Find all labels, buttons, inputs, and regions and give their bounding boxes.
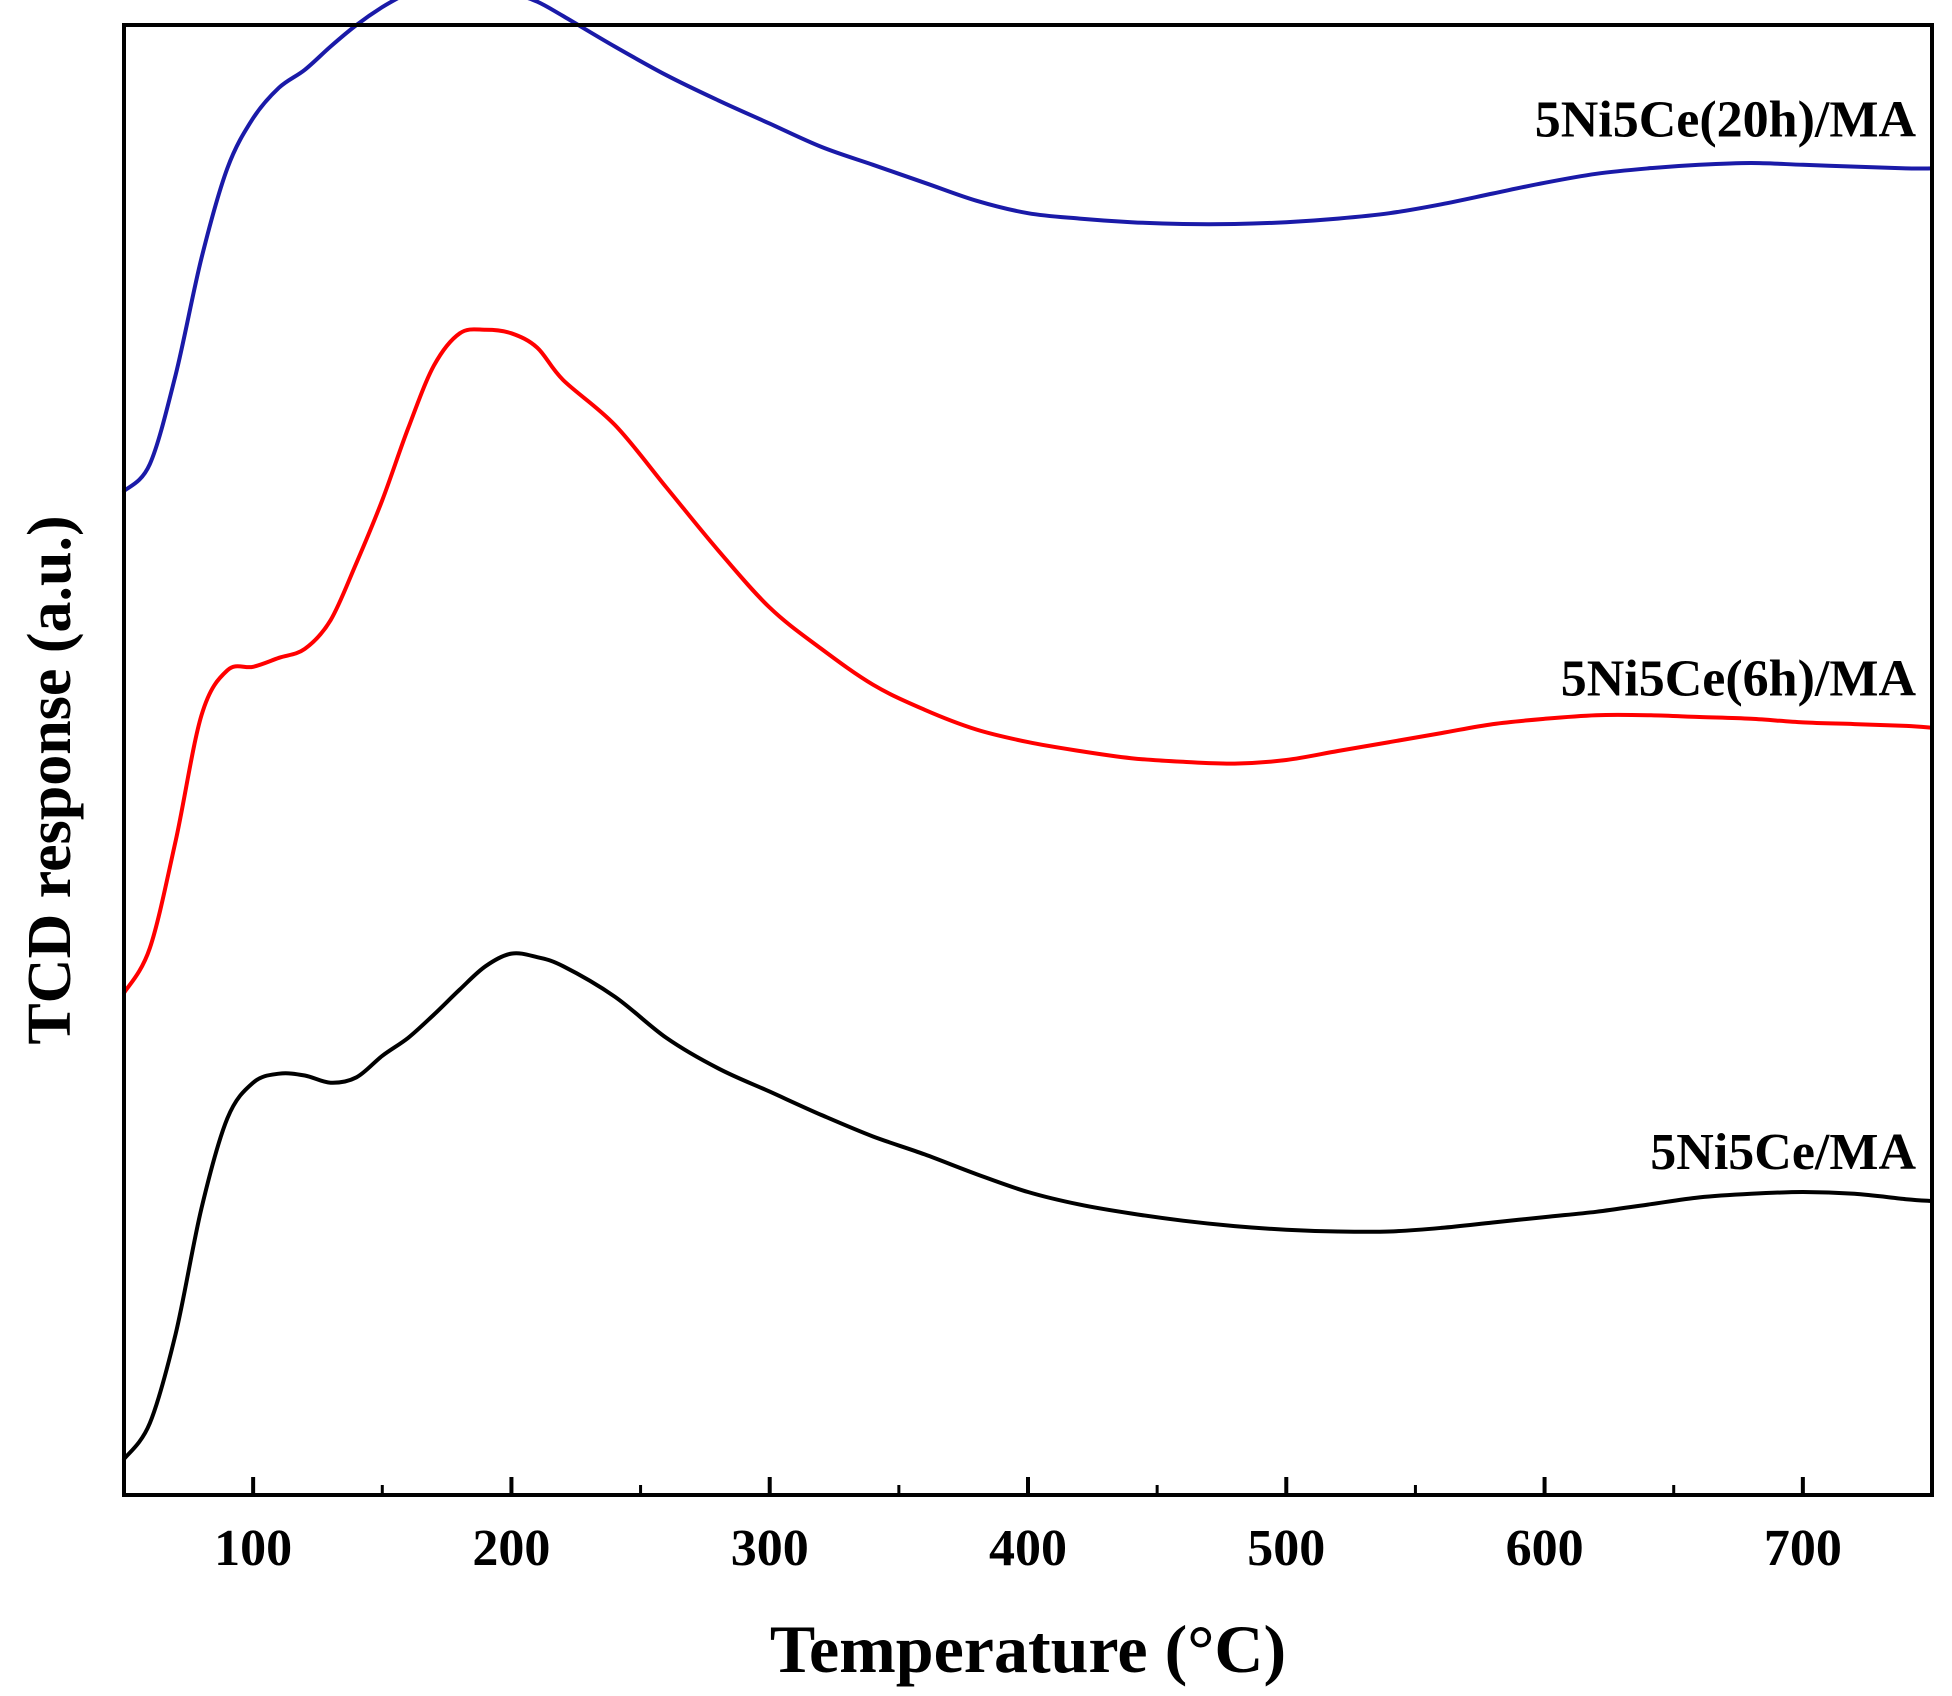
x-tick-label: 700 <box>1764 1520 1842 1577</box>
x-tick-label: 500 <box>1247 1520 1325 1577</box>
series-line-2 <box>122 0 1934 494</box>
x-tick-label: 400 <box>989 1520 1067 1577</box>
series-label-2: 5Ni5Ce(20h)/MA <box>1535 91 1917 148</box>
x-axis-title: Temperature (°C) <box>770 1611 1286 1687</box>
x-tick-label: 300 <box>731 1520 809 1577</box>
x-tick-label: 600 <box>1506 1520 1584 1577</box>
series-label-1: 5Ni5Ce(6h)/MA <box>1561 651 1917 708</box>
x-tick-label: 100 <box>214 1520 292 1577</box>
x-axis-ticks: 100 200 300 400 500 600 700 <box>214 1477 1842 1577</box>
plot-area <box>122 0 1934 1462</box>
x-tick-label: 200 <box>472 1520 550 1577</box>
series-line-0 <box>122 951 1934 1462</box>
series-line-1 <box>122 327 1934 995</box>
series-labels: 5Ni5Ce/MA 5Ni5Ce(6h)/MA 5Ni5Ce(20h)/MA <box>1535 91 1917 1181</box>
y-axis-title: TCD response (a.u.) <box>16 515 84 1044</box>
series-label-0: 5Ni5Ce/MA <box>1650 1124 1916 1181</box>
